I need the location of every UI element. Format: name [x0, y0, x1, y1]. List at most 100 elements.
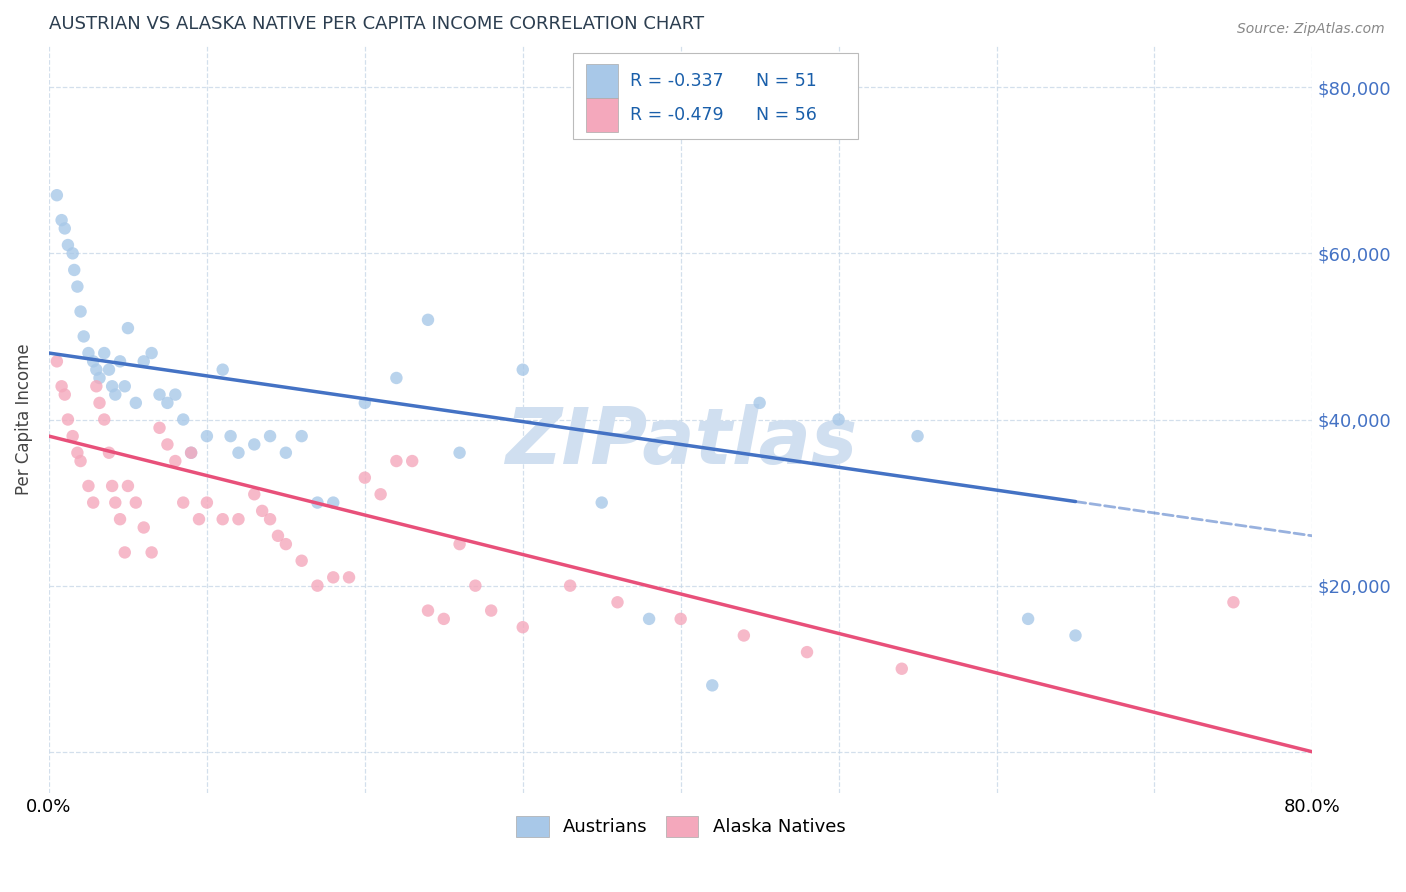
Text: AUSTRIAN VS ALASKA NATIVE PER CAPITA INCOME CORRELATION CHART: AUSTRIAN VS ALASKA NATIVE PER CAPITA INC… — [49, 15, 704, 33]
Point — [98, 362, 121, 376]
Point — [1222, 595, 1244, 609]
Point — [56, 238, 79, 252]
Point — [45, 354, 67, 368]
FancyBboxPatch shape — [586, 64, 617, 98]
Point — [416, 313, 439, 327]
Point — [512, 362, 534, 376]
Point — [132, 354, 155, 368]
Point — [228, 512, 250, 526]
FancyBboxPatch shape — [586, 98, 617, 132]
Point — [66, 279, 89, 293]
Point — [385, 371, 408, 385]
Text: ZIPatlas: ZIPatlas — [505, 404, 856, 480]
Point — [82, 495, 104, 509]
Point — [267, 529, 290, 543]
Point — [259, 512, 281, 526]
Point — [69, 454, 91, 468]
Point — [63, 263, 86, 277]
Point — [148, 387, 170, 401]
Point — [433, 612, 456, 626]
Point — [86, 379, 108, 393]
Point — [73, 329, 96, 343]
Text: R = -0.479: R = -0.479 — [630, 106, 724, 124]
Point — [104, 495, 127, 509]
Point — [89, 396, 111, 410]
Point — [512, 620, 534, 634]
Point — [86, 362, 108, 376]
Point — [53, 221, 76, 235]
Point — [827, 412, 849, 426]
Point — [669, 612, 692, 626]
Point — [307, 495, 329, 509]
Point — [211, 512, 233, 526]
Point — [53, 387, 76, 401]
Point — [274, 446, 297, 460]
Point — [449, 446, 471, 460]
Point — [228, 446, 250, 460]
Point — [77, 479, 100, 493]
Point — [195, 495, 218, 509]
Point — [479, 604, 502, 618]
Point — [219, 429, 242, 443]
Point — [322, 495, 344, 509]
Point — [69, 304, 91, 318]
Point — [104, 387, 127, 401]
Point — [156, 437, 179, 451]
Point — [353, 470, 375, 484]
Point — [591, 495, 613, 509]
Point — [89, 371, 111, 385]
Point — [56, 412, 79, 426]
Y-axis label: Per Capita Income: Per Capita Income — [15, 343, 32, 495]
Point — [165, 454, 187, 468]
Point — [98, 446, 121, 460]
Point — [66, 446, 89, 460]
Point — [353, 396, 375, 410]
Point — [51, 379, 73, 393]
Point — [156, 396, 179, 410]
Point — [117, 479, 139, 493]
Point — [401, 454, 423, 468]
Point — [250, 504, 273, 518]
Text: Source: ZipAtlas.com: Source: ZipAtlas.com — [1237, 22, 1385, 37]
Point — [259, 429, 281, 443]
Point — [606, 595, 628, 609]
Point — [291, 554, 314, 568]
Point — [125, 396, 148, 410]
Point — [337, 570, 360, 584]
Point — [370, 487, 392, 501]
Point — [796, 645, 818, 659]
Point — [638, 612, 661, 626]
Point — [172, 495, 194, 509]
Point — [1017, 612, 1039, 626]
Point — [702, 678, 724, 692]
Point — [117, 321, 139, 335]
Point — [141, 545, 163, 559]
Point — [243, 437, 266, 451]
Text: N = 51: N = 51 — [756, 72, 817, 90]
Point — [82, 354, 104, 368]
Point — [307, 579, 329, 593]
Point — [558, 579, 581, 593]
Point — [180, 446, 202, 460]
Point — [148, 421, 170, 435]
Point — [108, 512, 131, 526]
Point — [62, 429, 84, 443]
Point — [141, 346, 163, 360]
Point — [125, 495, 148, 509]
Point — [108, 354, 131, 368]
Point — [180, 446, 202, 460]
Point — [748, 396, 770, 410]
Point — [449, 537, 471, 551]
Point — [243, 487, 266, 501]
Point — [274, 537, 297, 551]
Point — [322, 570, 344, 584]
Point — [93, 412, 115, 426]
Legend: Austrians, Alaska Natives: Austrians, Alaska Natives — [516, 816, 845, 837]
Point — [114, 545, 136, 559]
Point — [101, 379, 124, 393]
Point — [165, 387, 187, 401]
Point — [101, 479, 124, 493]
Point — [1064, 628, 1087, 642]
Text: N = 56: N = 56 — [756, 106, 817, 124]
Point — [385, 454, 408, 468]
